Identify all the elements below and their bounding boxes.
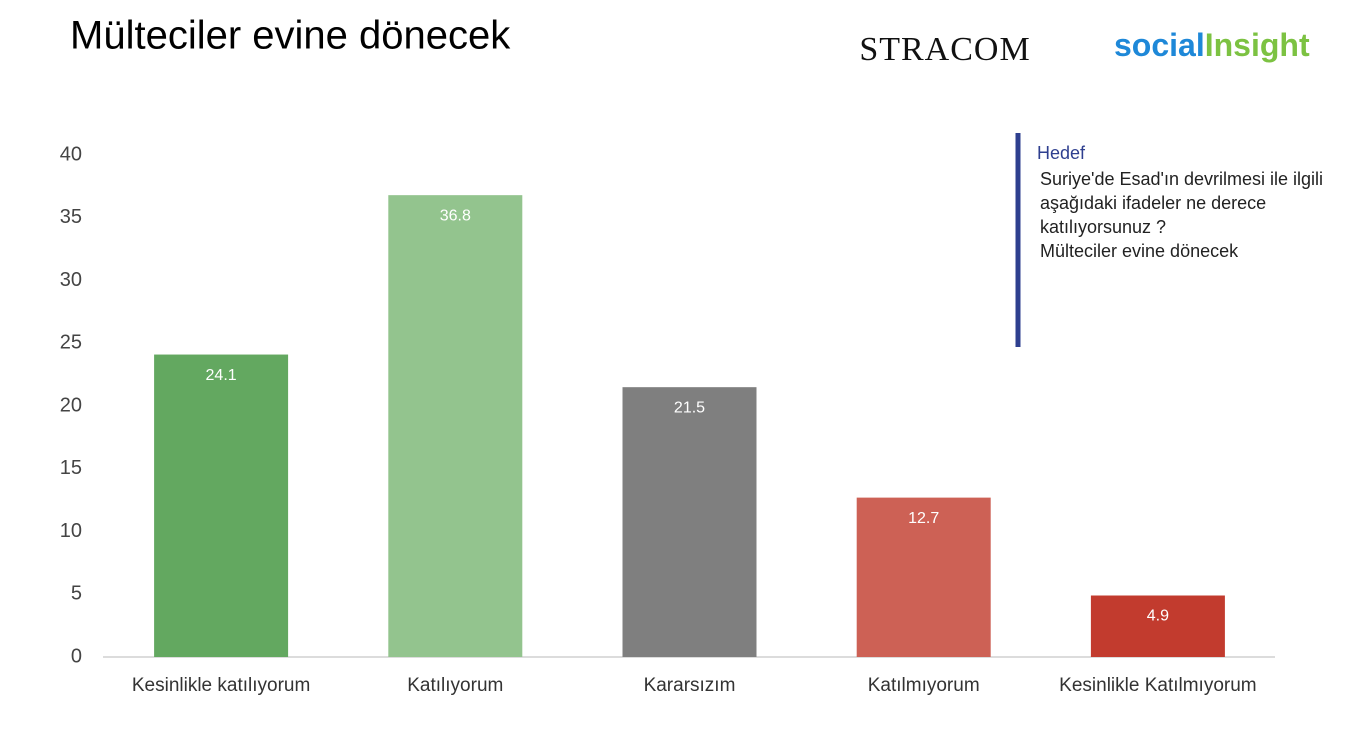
bar	[154, 354, 289, 657]
x-tick-label: Katılıyorum	[407, 675, 503, 696]
y-tick-label: 0	[71, 645, 82, 667]
bar	[622, 387, 757, 657]
note-line: Suriye'de Esad'ın devrilmesi ile ilgili	[1040, 169, 1323, 189]
value-label: 24.1	[206, 367, 237, 384]
logo-social: social	[1114, 27, 1205, 63]
y-tick-label: 35	[60, 206, 82, 228]
bar	[388, 195, 523, 657]
x-tick-label: Kesinlikle Katılmıyorum	[1059, 675, 1256, 696]
note-title: Hedef	[1037, 143, 1086, 163]
bar	[856, 497, 991, 657]
y-tick-label: 5	[71, 583, 82, 605]
y-tick-label: 30	[60, 269, 82, 291]
x-tick-label: Katılmıyorum	[868, 675, 980, 696]
value-label: 12.7	[908, 510, 939, 527]
logo-stracom: STRACOM	[859, 31, 1030, 68]
y-tick-label: 20	[60, 394, 82, 416]
y-tick-label: 10	[60, 520, 82, 542]
chart-title: Mülteciler evine dönecek	[70, 14, 511, 58]
value-label: 21.5	[674, 399, 705, 416]
y-tick-label: 40	[60, 143, 82, 165]
note-line: Mülteciler evine dönecek	[1040, 241, 1239, 261]
y-tick-label: 25	[60, 332, 82, 354]
logo-socialinsight: socialInsight	[1114, 27, 1310, 63]
note-line: aşağıdaki ifadeler ne derece	[1040, 193, 1266, 213]
logo-insight: Insight	[1205, 27, 1310, 63]
y-tick-label: 15	[60, 457, 82, 479]
x-tick-label: Kesinlikle katılıyorum	[132, 675, 310, 696]
note-line: katılıyorsunuz ?	[1040, 217, 1166, 237]
value-label: 4.9	[1147, 608, 1169, 625]
bar	[1090, 595, 1225, 657]
value-label: 36.8	[440, 207, 471, 224]
x-tick-label: Kararsızım	[644, 675, 736, 696]
